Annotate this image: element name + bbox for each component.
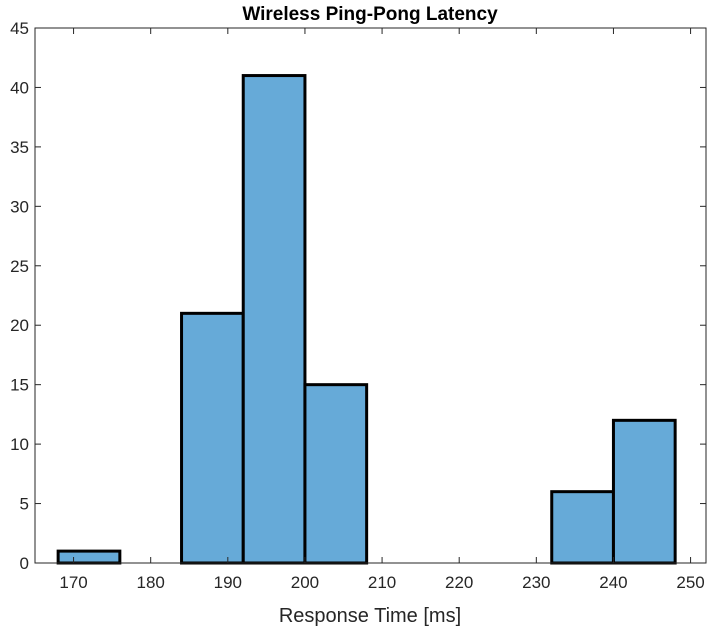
y-tick-label: 25 xyxy=(10,257,29,276)
x-tick-label: 170 xyxy=(59,573,87,592)
histogram-bar xyxy=(550,490,615,565)
y-ticks-group: 0 5 10 15 20 25 30 35 40 45 xyxy=(10,19,706,573)
histogram-bar xyxy=(241,74,307,565)
chart-title: Wireless Ping-Pong Latency xyxy=(242,4,498,25)
y-tick-label: 10 xyxy=(10,435,29,454)
bars-group xyxy=(56,74,677,565)
axes-group xyxy=(34,27,707,564)
x-tick-label: 230 xyxy=(522,573,550,592)
x-tick-label: 200 xyxy=(291,573,319,592)
plot-area xyxy=(35,28,706,563)
x-tick-label: 180 xyxy=(137,573,165,592)
x-axis-title: Response Time [ms] xyxy=(279,605,461,627)
y-tick-label: 30 xyxy=(10,197,29,216)
x-ticks-group: 170 180 190 200 210 220 230 240 250 xyxy=(59,28,705,592)
y-tick-label: 35 xyxy=(10,138,29,157)
x-tick-label: 220 xyxy=(445,573,473,592)
y-tick-label: 15 xyxy=(10,376,29,395)
x-tick-label: 190 xyxy=(214,573,242,592)
histogram-bar xyxy=(303,383,369,565)
x-tick-label: 210 xyxy=(368,573,396,592)
y-tick-label: 0 xyxy=(20,554,29,573)
histogram-bar xyxy=(180,311,245,565)
y-tick-label: 5 xyxy=(20,495,29,514)
histogram-bar xyxy=(56,549,122,565)
axes-box xyxy=(34,27,707,564)
y-tick-label: 40 xyxy=(10,78,29,97)
y-tick-label: 20 xyxy=(10,316,29,335)
y-tick-label: 45 xyxy=(10,19,29,38)
x-tick-label: 240 xyxy=(599,573,627,592)
histogram-bar xyxy=(611,418,677,565)
x-tick-label: 250 xyxy=(676,573,704,592)
